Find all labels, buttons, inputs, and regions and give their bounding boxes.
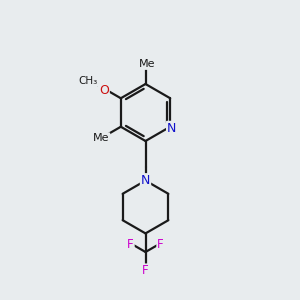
Text: N: N <box>167 122 176 135</box>
Text: Me: Me <box>139 59 155 69</box>
Text: Me: Me <box>93 133 110 143</box>
Text: F: F <box>127 238 134 251</box>
Text: N: N <box>141 174 150 187</box>
Text: CH₃: CH₃ <box>79 76 98 85</box>
Text: F: F <box>142 264 149 278</box>
Text: O: O <box>99 83 109 97</box>
Text: F: F <box>157 238 164 251</box>
